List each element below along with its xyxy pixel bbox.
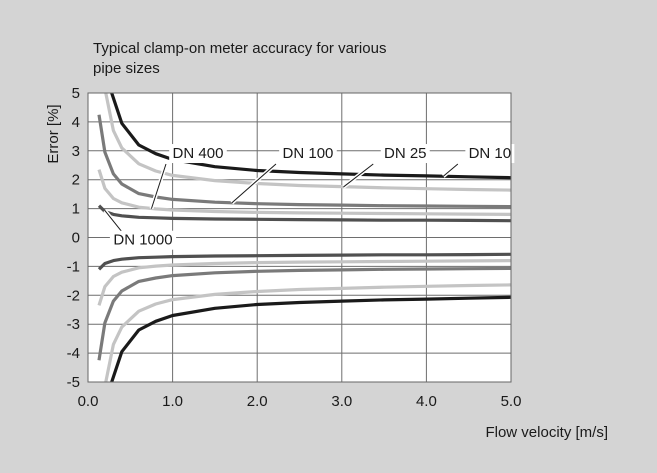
series-line-dn-400-upper: [97, 169, 511, 216]
y-tick-label: 1: [72, 201, 80, 218]
x-tick-label: 0.0: [78, 393, 99, 410]
y-tick-label: 4: [72, 114, 80, 131]
x-tick-label: 3.0: [331, 393, 352, 410]
annotation-label-dn-10: DN 10: [469, 145, 512, 162]
y-tick-label: -2: [67, 287, 80, 304]
series-line-dn-10-lower: [110, 295, 511, 382]
annotation-bg-dn-10: [465, 144, 515, 164]
x-tick-label: 4.0: [416, 393, 437, 410]
series-line-dn-1000-upper: [97, 204, 511, 223]
series-line-dn-25-lower: [104, 283, 511, 382]
annotation-leader-dn-10: [442, 163, 459, 177]
annotation-label-dn-400: DN 400: [173, 145, 224, 162]
series-lines: [97, 93, 511, 382]
y-tick-label: -3: [67, 316, 80, 333]
chart-title-line-2: pipe sizes: [93, 60, 160, 77]
annotation-leader-dn-100: [231, 163, 277, 204]
y-tick-label: 5: [72, 85, 80, 102]
annotation-bg-dn-1000: [109, 230, 177, 250]
annotation-label-dn-100: DN 100: [283, 145, 334, 162]
plot-frame: [87, 92, 512, 383]
y-tick-label: 0: [72, 230, 80, 247]
annotation-label-dn-1000: DN 1000: [113, 232, 172, 249]
y-tick-label: 3: [72, 143, 80, 160]
y-axis-title: Error [%]: [45, 104, 62, 163]
annotation-bg-dn-25: [380, 144, 430, 164]
annotation-leader-dn-25: [343, 163, 374, 188]
series-line-dn-10-upper: [110, 93, 511, 180]
annotation-bg-dn-100: [279, 144, 337, 164]
chart-title-line-1: Typical clamp-on meter accuracy for vari…: [93, 40, 386, 57]
y-tick-label: 2: [72, 172, 80, 189]
y-tick-label: -5: [67, 374, 80, 391]
series-line-dn-100-lower: [97, 266, 511, 361]
x-tick-label: 2.0: [247, 393, 268, 410]
x-axis-title: Flow velocity [m/s]: [485, 424, 608, 441]
annotations: DN 400 DN 100 DN 25 DN 10 DN 1000: [103, 144, 515, 250]
series-line-dn-400-lower: [97, 259, 511, 306]
x-tick-label: 5.0: [501, 393, 522, 410]
y-tick-label: -4: [67, 345, 80, 362]
annotation-bg-dn-400: [169, 144, 227, 164]
tick-labels: 5 4 3 2 1 0 -1 -2 -3 -4 -5 0.0 1.0 2.0 3.0 4.0 5.0: [67, 85, 522, 410]
series-line-dn-100-upper: [97, 114, 511, 209]
x-tick-label: 1.0: [162, 393, 183, 410]
series-line-dn-25-upper: [104, 93, 511, 192]
y-tick-label: -1: [67, 258, 80, 275]
annotation-label-dn-25: DN 25: [384, 145, 427, 162]
series-line-dn-1000-lower: [97, 252, 511, 271]
annotation-leader-dn-400: [150, 163, 167, 209]
